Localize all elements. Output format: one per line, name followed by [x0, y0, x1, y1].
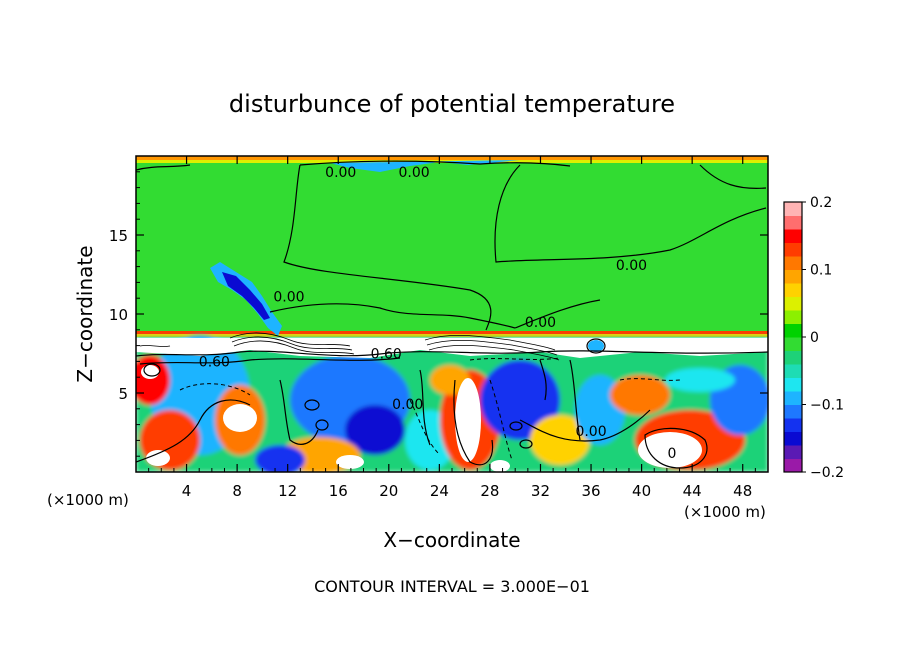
upper-field [136, 156, 768, 336]
colorbar-swatch [784, 391, 802, 405]
top-strip-orange [136, 156, 768, 160]
x-unit-left: (×1000 m) [47, 491, 129, 509]
colorbar-swatch [784, 350, 802, 365]
contour-label: 0.00 [616, 258, 647, 274]
contour-label: 0.60 [371, 347, 402, 363]
contour-label: 0.00 [398, 165, 429, 181]
colorbar-swatch [784, 323, 802, 338]
contour-label: 0.00 [273, 290, 304, 306]
x-tick-label: 36 [581, 482, 600, 500]
x-tick-label: 12 [278, 482, 297, 500]
colorbar-swatch [784, 202, 802, 216]
x-axis: 4 8 12 16 20 24 28 32 36 40 44 48 [148, 156, 756, 500]
x-tick-label: 32 [531, 482, 550, 500]
colorbar-tick-label: 0.2 [810, 195, 832, 211]
colorbar-tick-label: 0.1 [810, 263, 832, 279]
colorbar-swatch [784, 269, 802, 284]
colorbar-swatch [784, 377, 802, 392]
colorbar-swatch [784, 337, 802, 351]
contour-label: 0.00 [575, 424, 606, 440]
contour-label: 0.00 [525, 315, 556, 331]
colorbar-swatch [784, 431, 802, 446]
colorbar-swatch [784, 445, 802, 459]
contour-label: 0.60 [199, 354, 230, 370]
x-tick-label: 40 [632, 482, 651, 500]
colorbar-swatch [784, 418, 802, 432]
y-tick-label: 15 [109, 227, 128, 245]
colorbar-swatch [784, 229, 802, 243]
x-tick-label: 4 [182, 482, 192, 500]
colorbar-swatch [784, 404, 802, 419]
tropopause-red [136, 331, 768, 334]
x-tick-label: 48 [733, 482, 752, 500]
colorbar-tick-label: 0 [810, 330, 819, 346]
negative-contours [179, 357, 681, 461]
colorbar-swatch [784, 458, 802, 473]
x-tick-label: 24 [430, 482, 449, 500]
x-axis-label: X−coordinate [383, 528, 520, 552]
x-tick-label: 28 [480, 482, 499, 500]
contour-label: 0 [667, 446, 676, 462]
chart-title: disturbunce of potential temperature [229, 90, 675, 118]
x-unit-right: (×1000 m) [684, 503, 766, 521]
colorbar-swatch [784, 296, 802, 311]
y-axis: 5 10 15 [109, 171, 768, 457]
dense-contour-ridges [139, 332, 560, 361]
contour-lines [136, 160, 768, 469]
field-layer [136, 156, 768, 472]
contour-interval-note: CONTOUR INTERVAL = 3.000E−01 [314, 577, 590, 596]
lower-field [136, 335, 768, 472]
colorbar-swatch [784, 310, 802, 324]
y-tick-label: 10 [109, 306, 128, 324]
colorbar-swatch [784, 215, 802, 230]
contour-label: 0.00 [325, 165, 356, 181]
contour-label: 0.00 [392, 397, 423, 413]
x-tick-label: 20 [379, 482, 398, 500]
colorbar-tick-label: −0.1 [810, 398, 844, 414]
x-tick-label: 8 [232, 482, 242, 500]
colorbar-swatch [784, 256, 802, 270]
colorbar: 0.2 0.1 0 −0.1 −0.2 [783, 195, 844, 481]
contour-labels: 0.00 0.00 0.00 0.00 0.00 0.60 0.60 0.00 0.00 0 [199, 165, 677, 462]
x-tick-label: 44 [683, 482, 702, 500]
y-axis-label: Z−coordinate [73, 245, 97, 382]
y-tick-label: 5 [118, 385, 128, 403]
colorbar-swatch [784, 283, 802, 297]
colorbar-tick-label: −0.2 [810, 465, 844, 481]
colorbar-swatch [784, 242, 802, 257]
x-tick-label: 16 [329, 482, 348, 500]
colorbar-swatch [784, 364, 802, 378]
